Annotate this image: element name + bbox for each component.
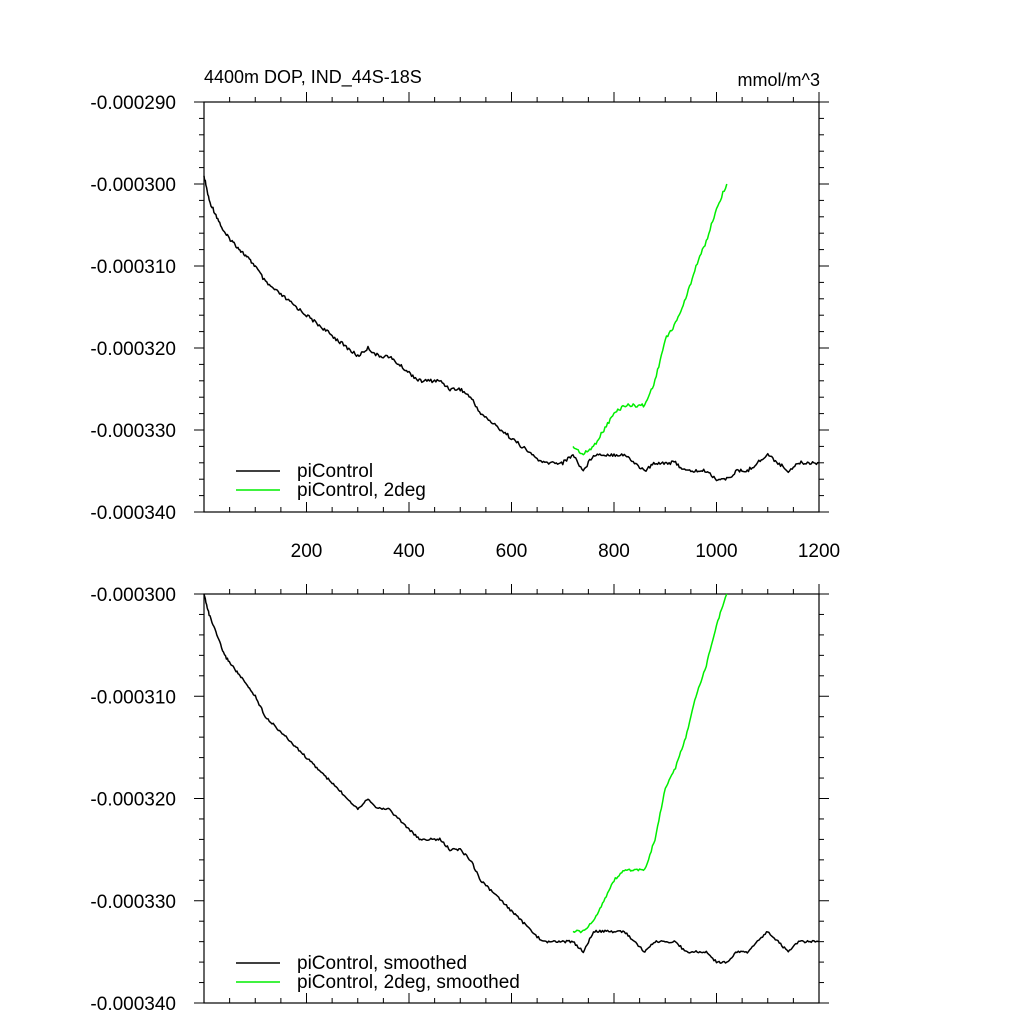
legend: piControl, smoothed piControl, 2deg, smo… bbox=[236, 953, 520, 993]
y-tick-label: -0.000300 bbox=[90, 585, 176, 606]
series-layer bbox=[203, 175, 820, 482]
x-tick-label: 200 bbox=[291, 541, 323, 562]
legend-label-piControl-2deg: piControl, 2deg bbox=[297, 480, 426, 501]
top-panel: 4400m DOP, IND_44S-18S mmol/m^3 200 400 60… bbox=[90, 67, 840, 562]
y-tick-label: -0.000300 bbox=[90, 175, 176, 196]
y-tick-label: -0.000320 bbox=[90, 790, 176, 811]
tick-layer: -0.000300 -0.000310 -0.000320 -0.000330 -0.0… bbox=[90, 584, 829, 1015]
series-line-picontrol-2deg-smoothed bbox=[572, 593, 728, 934]
x-tick-label: 1000 bbox=[695, 541, 737, 562]
x-tick-label: 400 bbox=[393, 541, 425, 562]
bottom-panel: -0.000300 -0.000310 -0.000320 -0.000330 -0.0… bbox=[90, 584, 829, 1015]
legend-label-piControl-2deg-smoothed: piControl, 2deg, smoothed bbox=[297, 972, 520, 993]
x-tick-label: 600 bbox=[496, 541, 528, 562]
y-tick-label: -0.000340 bbox=[90, 994, 176, 1015]
legend: piControl piControl, 2deg bbox=[236, 461, 426, 501]
chart-title: 4400m DOP, IND_44S-18S bbox=[204, 67, 422, 88]
y-tick-label: -0.000330 bbox=[90, 892, 176, 913]
y-tick-label: -0.000310 bbox=[90, 687, 176, 708]
y-tick-label: -0.000320 bbox=[90, 339, 176, 360]
legend-label-piControl: piControl bbox=[297, 461, 373, 482]
x-tick-label: 1200 bbox=[798, 541, 840, 562]
y-tick-label: -0.000290 bbox=[90, 93, 176, 114]
y-tick-label: -0.000310 bbox=[90, 257, 176, 278]
units-label: mmol/m^3 bbox=[738, 70, 820, 90]
y-tick-label: -0.000330 bbox=[90, 421, 176, 442]
series-line-picontrol bbox=[203, 175, 820, 482]
series-line-picontrol-smoothed bbox=[203, 593, 820, 964]
series-line-picontrol-2deg bbox=[572, 183, 728, 456]
series-layer bbox=[203, 593, 820, 964]
y-tick-label: -0.000340 bbox=[90, 503, 176, 524]
tick-layer: 200 400 600 800 1000 1200 -0.000290 -0.000300 -0… bbox=[90, 92, 840, 562]
legend-label-piControl-smoothed: piControl, smoothed bbox=[297, 953, 467, 974]
x-tick-label: 800 bbox=[598, 541, 630, 562]
plot-frame bbox=[203, 593, 820, 1004]
